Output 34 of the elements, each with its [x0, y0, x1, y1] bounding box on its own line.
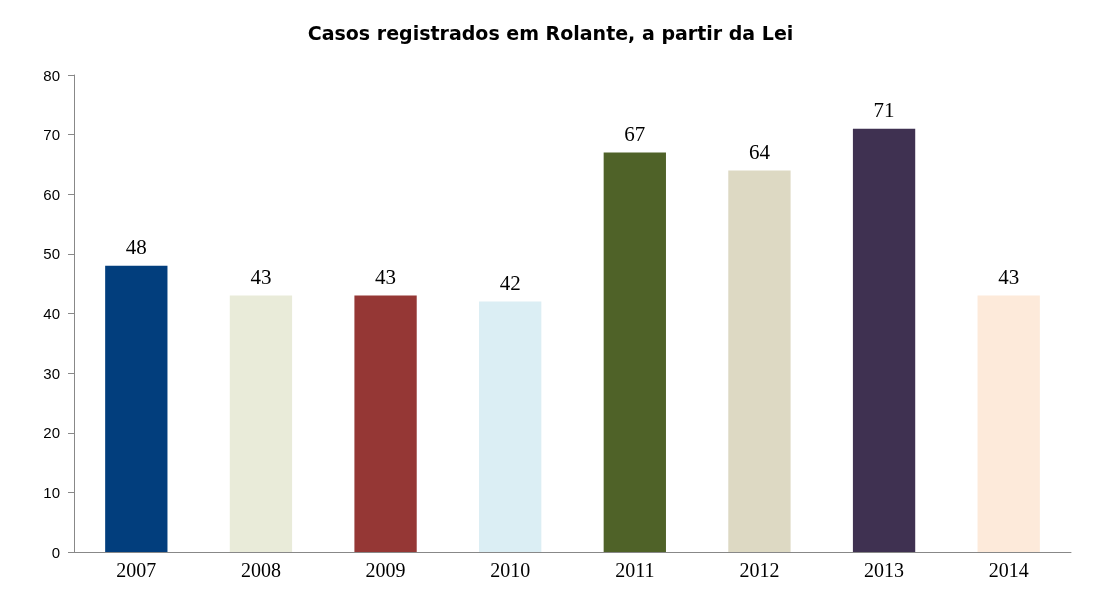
x-tick-label: 2008 — [240, 559, 281, 581]
bar — [852, 128, 916, 552]
x-tick-label: 2012 — [739, 559, 780, 581]
data-label: 48 — [125, 235, 147, 260]
data-label: 42 — [499, 271, 521, 296]
data-label: 43 — [375, 265, 397, 290]
bar — [229, 295, 293, 552]
data-label: 43 — [250, 265, 272, 290]
bar — [354, 295, 417, 552]
data-label: 43 — [998, 265, 1020, 290]
bar — [603, 152, 666, 552]
y-tick-label: 0 — [51, 543, 60, 561]
bar — [479, 301, 542, 552]
data-label: 67 — [624, 122, 646, 147]
data-label: 71 — [873, 98, 895, 123]
y-tick-label: 20 — [43, 424, 60, 442]
x-tick-label: 2013 — [864, 559, 905, 581]
data-label: 64 — [748, 139, 771, 164]
x-tick-label: 2009 — [365, 559, 406, 581]
x-tick-label: 2014 — [988, 559, 1029, 581]
y-tick-label: 80 — [43, 66, 60, 84]
bar — [977, 295, 1040, 552]
y-tick-label: 40 — [43, 305, 60, 322]
chart-title: Casos registrados em Rolante, a partir da Lei — [307, 21, 794, 44]
bar — [105, 265, 168, 552]
x-tick-label: 2007 — [116, 559, 157, 581]
bar — [728, 170, 791, 552]
y-tick-label: 30 — [43, 364, 60, 382]
x-tick-label: 2011 — [615, 559, 655, 581]
y-tick-label: 10 — [43, 483, 60, 501]
y-tick-label: 60 — [43, 185, 60, 203]
y-tick-label: 70 — [43, 126, 60, 144]
y-tick-label: 50 — [43, 245, 60, 263]
x-tick-label: 2010 — [490, 559, 531, 581]
